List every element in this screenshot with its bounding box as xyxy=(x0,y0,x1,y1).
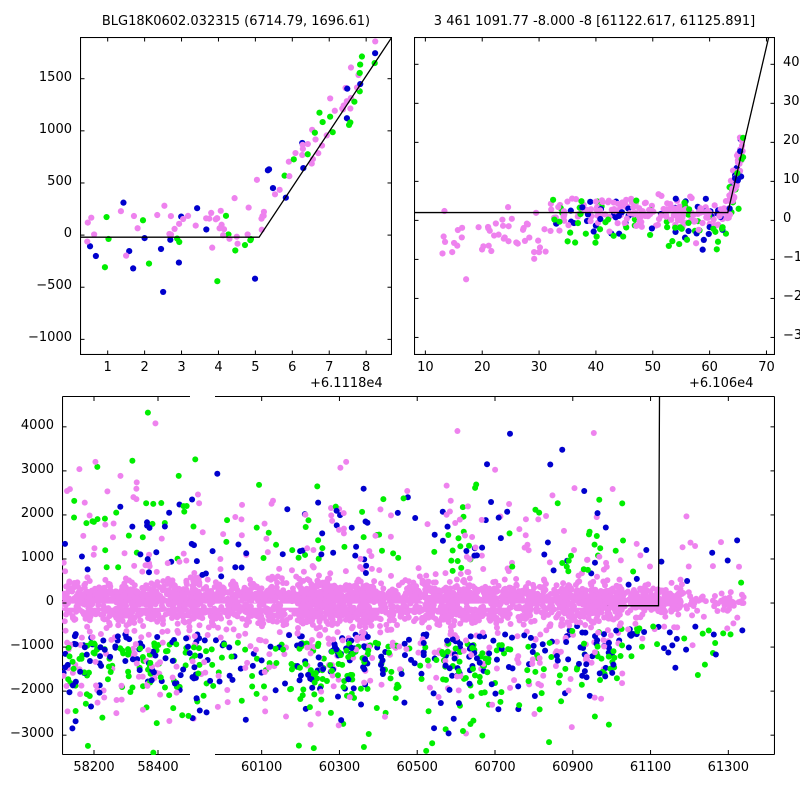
tr-y-tick-4000: 4000 xyxy=(783,55,800,71)
tl-x-tick-2: 2 xyxy=(140,360,149,375)
tr-y-tick--1000: −1000 xyxy=(783,250,800,266)
tl-x-tick-5: 5 xyxy=(251,360,260,375)
tl-y-tick-0: 0 xyxy=(63,226,72,242)
tr-y-tick--3000: −3000 xyxy=(783,328,800,344)
tr-x-tick-40: 40 xyxy=(587,360,605,375)
top-left-panel-title: BLG18K0602.032315 (6714.79, 1696.61) xyxy=(101,14,371,29)
tl-y-tick--1000: −1000 xyxy=(28,330,72,346)
bt-y-tick--3000: −3000 xyxy=(10,726,54,742)
top-right-panel-title: 3 461 1091.77 -8.000 -8 [61122.617, 6112… xyxy=(433,14,756,29)
tl-y-tick--500: −500 xyxy=(36,278,72,294)
tl-x-tick-4: 4 xyxy=(214,360,223,375)
bt-x-tick-61100: 61100 xyxy=(629,760,672,775)
bt-y-tick-0: 0 xyxy=(45,594,54,610)
tr-y-tick--2000: −2000 xyxy=(783,289,800,305)
top-left-x-offset-label: +6.1118e4 xyxy=(310,376,383,391)
tr-y-tick-1000: 1000 xyxy=(783,172,800,188)
bt-x-tick-60500: 60500 xyxy=(396,760,438,775)
top-left-axes xyxy=(80,37,392,355)
tl-y-tick-500: 500 xyxy=(47,173,72,189)
tr-x-tick-70: 70 xyxy=(758,360,775,375)
tr-x-tick-50: 50 xyxy=(644,360,662,375)
bt-x-tick-60100: 60100 xyxy=(240,760,283,775)
bt-y-tick-1000: 1000 xyxy=(20,549,54,565)
tr-y-tick-0: 0 xyxy=(783,211,792,227)
tl-x-tick-7: 7 xyxy=(325,360,334,375)
bt-x-tick-60300: 60300 xyxy=(318,760,361,775)
tl-x-tick-8: 8 xyxy=(362,360,371,375)
tr-y-tick-3000: 3000 xyxy=(783,94,800,110)
tr-x-tick-10: 10 xyxy=(417,360,434,375)
bt-y-tick-3000: 3000 xyxy=(20,461,54,477)
top-right-x-offset-label: +6.106e4 xyxy=(689,376,754,391)
bt-x-tick-58200: 58200 xyxy=(73,760,115,775)
bt-x-tick-61300: 61300 xyxy=(707,760,749,775)
bt-y-tick-2000: 2000 xyxy=(20,505,54,521)
bt-x-tick-60700: 60700 xyxy=(474,760,516,775)
tr-x-tick-20: 20 xyxy=(473,360,491,375)
tr-x-tick-60: 60 xyxy=(701,360,718,375)
tl-x-tick-6: 6 xyxy=(288,360,297,375)
tl-x-tick-3: 3 xyxy=(177,360,186,375)
bt-y-tick--2000: −2000 xyxy=(10,682,54,698)
bt-x-tick-58400: 58400 xyxy=(137,760,179,775)
tr-x-tick-30: 30 xyxy=(530,360,548,375)
tl-y-tick-1500: 1500 xyxy=(38,69,72,85)
bt-y-tick-4000: 4000 xyxy=(20,417,54,433)
top-right-axes xyxy=(414,37,775,355)
bottom-axes xyxy=(62,396,775,755)
bt-y-tick--1000: −1000 xyxy=(10,638,54,654)
tl-y-tick-1000: 1000 xyxy=(38,121,72,137)
tl-x-tick-1: 1 xyxy=(103,360,112,375)
bt-x-tick-60900: 60900 xyxy=(552,760,594,775)
tr-y-tick-2000: 2000 xyxy=(783,133,800,149)
